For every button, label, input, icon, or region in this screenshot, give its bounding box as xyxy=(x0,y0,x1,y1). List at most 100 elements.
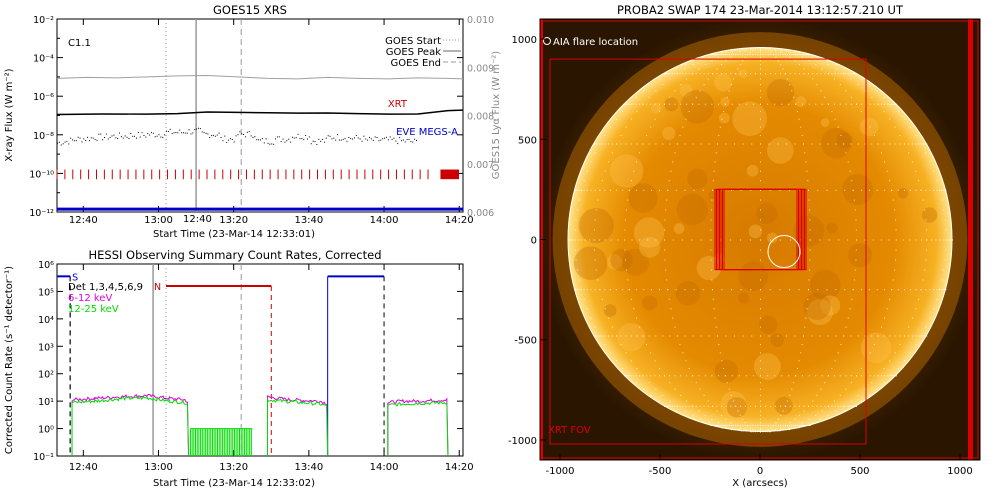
grid-dot xyxy=(740,73,742,75)
grid-dot xyxy=(642,375,644,377)
grid-dot xyxy=(936,180,938,182)
grid-dot xyxy=(877,335,879,337)
grid-dot xyxy=(889,298,891,300)
grid-dot xyxy=(732,400,734,402)
grid-dot xyxy=(676,73,678,75)
grid-dot xyxy=(812,400,814,402)
grid-dot xyxy=(798,54,800,56)
grid-dot xyxy=(760,96,761,98)
grid-dot xyxy=(760,51,761,53)
grid-dot xyxy=(920,189,922,191)
xrs-short-point xyxy=(408,139,410,141)
grid-dot xyxy=(857,335,859,337)
grid-dot xyxy=(692,375,694,377)
grid-dot xyxy=(760,143,761,145)
grid-dot xyxy=(794,418,796,420)
grid-dot xyxy=(742,48,744,50)
grid-dot xyxy=(808,375,810,377)
grid-dot xyxy=(840,134,842,136)
xrs-short-point xyxy=(363,135,365,137)
disk-feature xyxy=(774,396,793,415)
grid-dot xyxy=(775,54,777,56)
grid-dot xyxy=(670,170,672,172)
goes-xtick-label: 13:40 xyxy=(294,215,323,226)
grid-dot xyxy=(884,189,886,191)
grid-dot xyxy=(760,394,761,396)
grid-dot xyxy=(735,73,737,75)
grid-dot xyxy=(723,367,725,369)
grid-dot xyxy=(864,335,866,337)
grid-dot xyxy=(774,48,776,50)
grid-dot xyxy=(684,68,686,70)
grid-dot xyxy=(760,90,761,92)
grid-dot xyxy=(752,429,754,431)
grid-dot xyxy=(752,54,754,56)
grid-dot xyxy=(754,48,756,50)
xrs-short-point xyxy=(404,141,406,143)
grid-dot xyxy=(856,375,857,377)
grid-dot xyxy=(803,410,805,412)
grid-dot xyxy=(808,60,810,62)
grid-dot xyxy=(630,298,632,300)
grid-dot xyxy=(710,219,712,221)
xrs-short-point xyxy=(160,136,162,138)
grid-dot xyxy=(831,111,833,113)
grid-dot xyxy=(767,429,769,431)
grid-dot xyxy=(672,73,674,75)
grid-dot xyxy=(654,375,656,377)
grid-dot xyxy=(939,239,941,241)
grid-dot xyxy=(711,375,713,377)
grid-dot xyxy=(760,352,761,354)
grid-dot xyxy=(786,335,788,337)
grid-dot xyxy=(815,103,817,105)
grid-dot xyxy=(847,405,849,407)
grid-dot xyxy=(747,424,749,426)
legend-12-25kev: 12-25 keV xyxy=(68,304,119,315)
xrs-short-point xyxy=(284,141,286,143)
xrs-short-point xyxy=(357,137,359,139)
grid-dot xyxy=(714,161,716,163)
grid-dot xyxy=(627,279,629,281)
grid-dot xyxy=(908,152,910,154)
xrs-short-point xyxy=(406,139,408,141)
grid-dot xyxy=(843,335,845,337)
grid-dot xyxy=(760,382,761,384)
grid-dot xyxy=(713,308,715,310)
grid-dot xyxy=(777,60,779,62)
grid-dot xyxy=(808,54,809,56)
xrs-short-point xyxy=(342,138,344,140)
grid-dot xyxy=(578,189,580,191)
xrs-short-point xyxy=(228,139,230,141)
xrs-short-point xyxy=(288,138,290,140)
grid-dot xyxy=(752,375,754,377)
grid-dot xyxy=(768,143,770,145)
grid-dot xyxy=(757,47,759,49)
grid-dot xyxy=(692,335,694,337)
grid-dot xyxy=(730,289,732,291)
grid-dot xyxy=(941,289,943,291)
disk-feature xyxy=(848,243,873,268)
grid-dot xyxy=(635,161,637,163)
grid-dot xyxy=(760,126,761,128)
grid-dot xyxy=(812,78,814,80)
grid-dot xyxy=(801,54,803,56)
grid-dot xyxy=(685,73,687,75)
grid-dot xyxy=(712,405,713,407)
grid-dot xyxy=(716,424,718,426)
grid-dot xyxy=(586,189,588,191)
hessi-ytick-label: 10² xyxy=(38,370,54,381)
grid-dot xyxy=(860,367,862,369)
grid-dot xyxy=(575,189,577,191)
xrs-short-point xyxy=(254,136,256,138)
xrs-short-point xyxy=(384,137,386,139)
grid-dot xyxy=(936,289,938,291)
grid-dot xyxy=(925,219,927,221)
grid-dot xyxy=(871,335,873,337)
grid-dot xyxy=(714,424,716,426)
grid-dot xyxy=(625,103,627,105)
grid-dot xyxy=(594,189,596,191)
grid-dot xyxy=(595,269,597,271)
xrs-short-point xyxy=(132,135,134,137)
grid-dot xyxy=(672,405,674,407)
xrs-short-point xyxy=(77,136,79,138)
